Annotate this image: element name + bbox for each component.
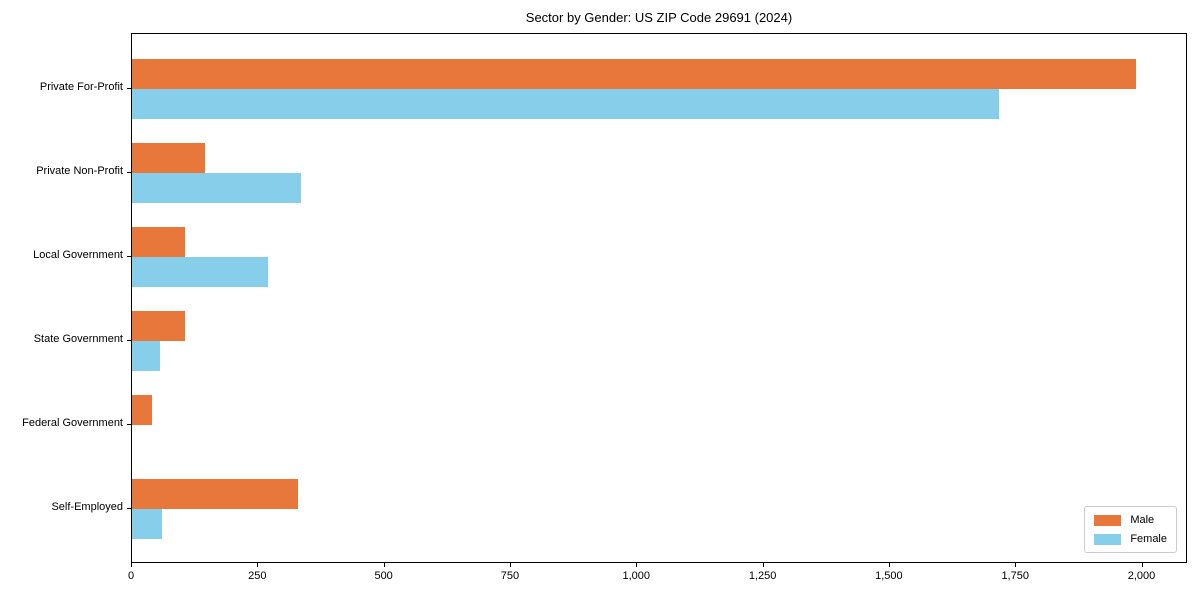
legend-label-male: Male bbox=[1130, 514, 1155, 526]
y-tick-mark-private-non-profit bbox=[127, 172, 131, 173]
x-tick-mark-0 bbox=[131, 563, 132, 567]
bar-female-private-non-profit bbox=[132, 173, 301, 203]
x-tick-label-1500: 1,500 bbox=[875, 570, 903, 582]
x-tick-mark-250 bbox=[257, 563, 259, 567]
bar-female-private-for-profit bbox=[132, 89, 1000, 119]
x-tick-label-2000: 2,000 bbox=[1127, 570, 1156, 582]
chart-title: Sector by Gender: US ZIP Code 29691 (202… bbox=[525, 10, 793, 25]
y-tick-mark-self-employed bbox=[127, 508, 131, 509]
x-tick-mark-1000 bbox=[636, 563, 638, 567]
y-tick-mark-private-for-profit bbox=[127, 88, 131, 89]
x-tick-mark-2000 bbox=[1141, 563, 1143, 567]
bar-male-private-for-profit bbox=[132, 59, 1136, 89]
bar-female-self-employed bbox=[132, 509, 163, 539]
bar-male-private-non-profit bbox=[132, 143, 206, 173]
x-tick-label-750: 750 bbox=[500, 570, 520, 582]
x-tick-mark-500 bbox=[383, 563, 385, 567]
y-tick-mark-state-government bbox=[127, 340, 131, 341]
x-tick-mark-1750 bbox=[1015, 563, 1017, 567]
legend-item-male: Male bbox=[1094, 514, 1167, 526]
x-tick-label-250: 250 bbox=[248, 570, 267, 582]
x-tick-label-0: 0 bbox=[127, 570, 135, 582]
y-tick-label-local-government: Local Government bbox=[33, 249, 123, 261]
x-tick-mark-1250 bbox=[762, 563, 764, 567]
y-tick-label-self-employed: Self-Employed bbox=[51, 501, 123, 513]
plot-area: Male Female bbox=[131, 33, 1187, 563]
bar-female-state-government bbox=[132, 341, 160, 371]
y-tick-label-state-government: State Government bbox=[33, 333, 123, 345]
legend-item-female: Female bbox=[1094, 533, 1167, 545]
x-tick-label-1250: 1,250 bbox=[748, 570, 777, 582]
y-tick-mark-federal-government bbox=[127, 424, 131, 425]
bar-male-local-government bbox=[132, 227, 185, 257]
x-tick-label-500: 500 bbox=[374, 570, 393, 582]
x-tick-label-1750: 1,750 bbox=[1001, 570, 1029, 582]
legend: Male Female bbox=[1084, 506, 1177, 553]
bar-female-local-government bbox=[132, 257, 269, 287]
legend-swatch-female bbox=[1094, 533, 1122, 545]
bar-male-state-government bbox=[132, 311, 185, 341]
x-tick-mark-750 bbox=[509, 563, 511, 567]
bar-male-self-employed bbox=[132, 479, 299, 509]
x-tick-label-1000: 1,000 bbox=[622, 570, 651, 582]
bar-male-federal-government bbox=[132, 395, 153, 425]
y-tick-mark-local-government bbox=[127, 256, 131, 257]
y-tick-label-private-non-profit: Private Non-Profit bbox=[36, 165, 123, 177]
y-tick-label-federal-government: Federal Government bbox=[22, 417, 123, 429]
x-tick-mark-1500 bbox=[888, 563, 890, 567]
legend-swatch-male bbox=[1094, 514, 1122, 526]
y-tick-label-private-for-profit: Private For-Profit bbox=[39, 81, 123, 93]
legend-label-female: Female bbox=[1130, 533, 1167, 545]
